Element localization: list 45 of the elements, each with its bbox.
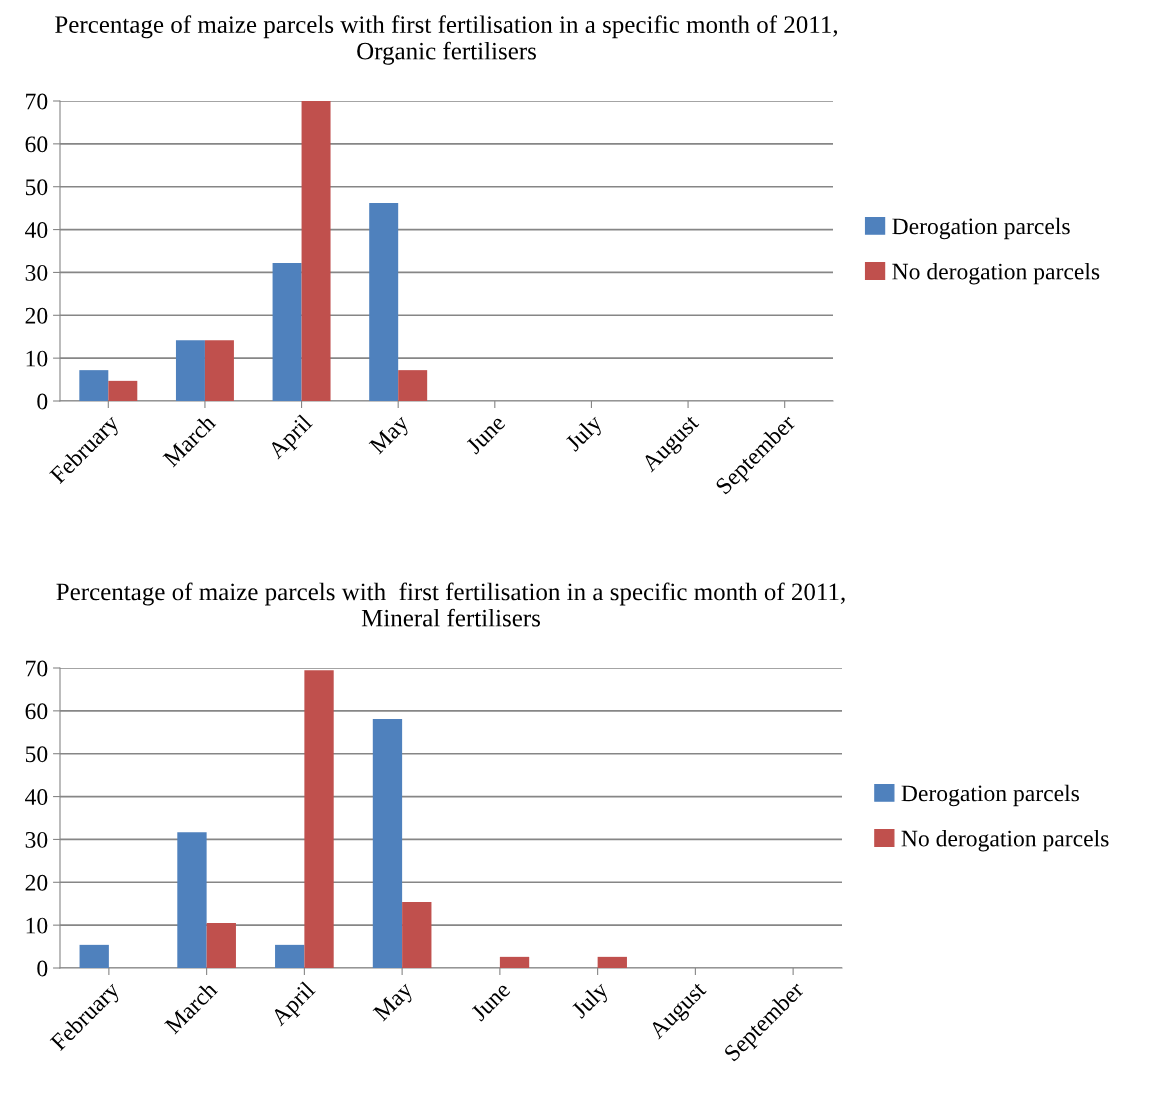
x-tick-label: July: [563, 412, 607, 456]
legend-label: No derogation parcels: [892, 262, 1100, 285]
bar: [108, 380, 138, 401]
y-tick-label: 60: [25, 703, 48, 720]
y-tick-label: 10: [26, 917, 48, 934]
y-tick-label: 20: [25, 874, 48, 891]
bar: [499, 956, 530, 968]
bar: [398, 370, 428, 401]
bar: [79, 944, 109, 968]
chart-title: Percentage of maize parcels with first fertilisation in a specific month of 2011, Organic fertilisers: [55, 15, 838, 65]
y-tick-label: 0: [37, 960, 48, 977]
chart-title: Percentage of maize parcels with first fertilisation in a specific month of 2011, Mineral fertilisers: [56, 582, 845, 627]
bar: [175, 340, 205, 401]
y-tick-label: 70: [26, 93, 48, 110]
x-tick-label: May: [368, 413, 414, 459]
x-tick-label: June: [465, 414, 506, 455]
y-tick-label: 50: [25, 179, 48, 196]
y-tick-label: 30: [25, 264, 48, 281]
x-tick-label: June: [470, 981, 512, 1022]
bar: [304, 670, 334, 968]
x-tick-label: May: [372, 980, 418, 1026]
legend-label: No derogation parcels: [901, 829, 1109, 852]
bar: [372, 719, 403, 968]
y-tick-label: 70: [26, 660, 48, 677]
y-tick-label: 50: [25, 746, 48, 763]
bar: [275, 944, 305, 968]
bar: [272, 263, 302, 401]
y-tick-label: 40: [25, 222, 48, 238]
legend-label: Derogation parcels: [901, 784, 1079, 807]
y-tick-label: 10: [26, 350, 48, 367]
x-tick-label: July: [570, 979, 613, 1023]
bar: [204, 340, 234, 401]
bar: [597, 956, 627, 968]
legend-label: Derogation parcels: [892, 217, 1070, 240]
bar: [177, 832, 207, 968]
bar: [369, 203, 399, 401]
y-tick-label: 60: [25, 136, 48, 153]
y-tick-label: 40: [25, 789, 48, 805]
y-tick-label: 20: [25, 307, 48, 324]
y-tick-label: 0: [37, 393, 48, 410]
bar: [402, 902, 432, 968]
bar: [79, 370, 109, 401]
bar: [301, 101, 331, 401]
y-tick-label: 30: [25, 831, 48, 848]
bar: [206, 923, 236, 968]
